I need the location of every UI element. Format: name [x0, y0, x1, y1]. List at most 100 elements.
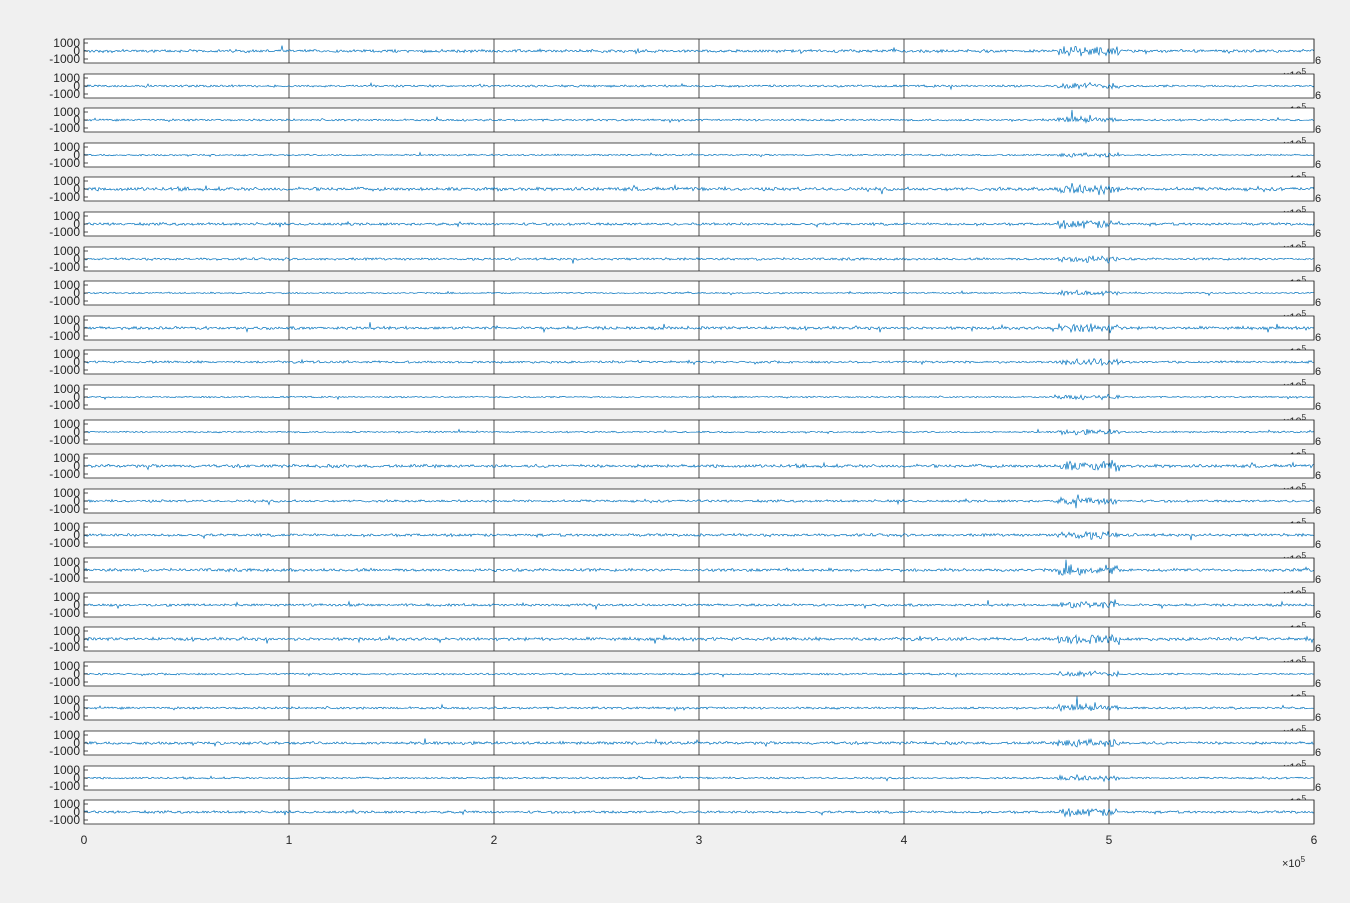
x-tick-label-6-partial: 6	[1315, 124, 1321, 136]
y-tick-label: 0	[73, 632, 80, 646]
signal-trace	[83, 599, 1315, 611]
y-tick-label: 0	[73, 736, 80, 750]
y-tick-label: -1000	[49, 363, 80, 377]
y-tick-label: 1000	[53, 36, 80, 50]
x-tick-label: 5	[1106, 833, 1113, 847]
x-tick-label: 1	[286, 833, 293, 847]
signal-trace	[83, 428, 1315, 436]
signal-trace	[83, 737, 1315, 748]
y-tick-label: 0	[73, 355, 80, 369]
subplot-stack: 10000-10006×10510000-10006×10510000-1000…	[49, 36, 1321, 847]
signal-trace	[83, 255, 1315, 264]
y-tick-label: -1000	[49, 571, 80, 585]
y-tick-label: -1000	[49, 52, 80, 66]
x-tick-label-6-partial: 6	[1315, 332, 1321, 344]
signal-trace	[83, 530, 1315, 541]
signal-trace	[83, 633, 1315, 646]
x-tick-label-6-partial: 6	[1315, 159, 1321, 171]
y-tick-label: 1000	[53, 486, 80, 500]
y-tick-label: -1000	[49, 433, 80, 447]
y-tick-label: 1000	[53, 278, 80, 292]
y-tick-label: 0	[73, 44, 80, 58]
y-tick-label: 0	[73, 390, 80, 404]
y-tick-label: -1000	[49, 675, 80, 689]
signal-trace	[83, 219, 1315, 230]
x-tick-label-6-partial: 6	[1315, 55, 1321, 67]
y-tick-label: 0	[73, 701, 80, 715]
y-tick-label: 1000	[53, 797, 80, 811]
signal-trace	[83, 393, 1315, 401]
y-tick-label: 1000	[53, 728, 80, 742]
y-tick-label: 0	[73, 321, 80, 335]
y-tick-label: -1000	[49, 813, 80, 827]
x-tick-label-6-partial: 6	[1315, 574, 1321, 586]
signal-trace	[83, 289, 1315, 297]
x-tick-label-6-partial: 6	[1315, 366, 1321, 378]
y-tick-label: 1000	[53, 451, 80, 465]
x-tick-label-6-partial: 6	[1315, 782, 1321, 794]
y-tick-label: -1000	[49, 606, 80, 620]
x-tick-label-6-partial: 6	[1315, 401, 1321, 413]
y-tick-label: -1000	[49, 156, 80, 170]
y-tick-label: 1000	[53, 693, 80, 707]
x-tick-label-6-partial: 6	[1315, 263, 1321, 275]
x-tick-label: 2	[491, 833, 498, 847]
x-tick-label-6-partial: 6	[1315, 678, 1321, 690]
y-tick-label: 1000	[53, 555, 80, 569]
x-tick-label-6-partial: 6	[1315, 228, 1321, 240]
y-tick-label: 1000	[53, 659, 80, 673]
x-tick-label: 3	[696, 833, 703, 847]
y-tick-label: 1000	[53, 347, 80, 361]
signal-trace	[83, 670, 1315, 678]
signal-trace	[83, 459, 1315, 472]
y-tick-label: -1000	[49, 744, 80, 758]
signal-trace	[83, 808, 1315, 818]
x-tick-label-6-partial: 6	[1315, 643, 1321, 655]
signal-trace	[83, 494, 1315, 509]
y-tick-label: -1000	[49, 640, 80, 654]
y-tick-label: 0	[73, 217, 80, 231]
x-tick-label: 0	[81, 833, 88, 847]
shared-x-axis: ×105	[1282, 855, 1306, 870]
x-tick-label-6-partial: 6	[1315, 470, 1321, 482]
signal-trace	[83, 696, 1315, 712]
y-tick-label: 1000	[53, 417, 80, 431]
y-tick-label: -1000	[49, 294, 80, 308]
y-tick-label: -1000	[49, 190, 80, 204]
x-tick-label-6-partial: 6	[1315, 747, 1321, 759]
y-tick-label: 0	[73, 459, 80, 473]
x-tick-label-6-partial: 6	[1315, 193, 1321, 205]
y-tick-label: -1000	[49, 709, 80, 723]
x-tick-label-6-partial: 6	[1315, 297, 1321, 309]
y-tick-label: -1000	[49, 260, 80, 274]
y-tick-label: -1000	[49, 329, 80, 343]
signal-trace	[83, 151, 1315, 158]
y-tick-label: 0	[73, 598, 80, 612]
y-tick-label: 1000	[53, 624, 80, 638]
signal-trace	[83, 81, 1315, 91]
y-tick-label: 1000	[53, 209, 80, 223]
x-exponent-label: ×105	[1282, 855, 1306, 870]
y-tick-label: 0	[73, 425, 80, 439]
y-tick-label: 1000	[53, 105, 80, 119]
signal-trace	[83, 183, 1315, 196]
y-tick-label: -1000	[49, 502, 80, 516]
y-tick-label: 0	[73, 79, 80, 93]
y-tick-label: -1000	[49, 467, 80, 481]
